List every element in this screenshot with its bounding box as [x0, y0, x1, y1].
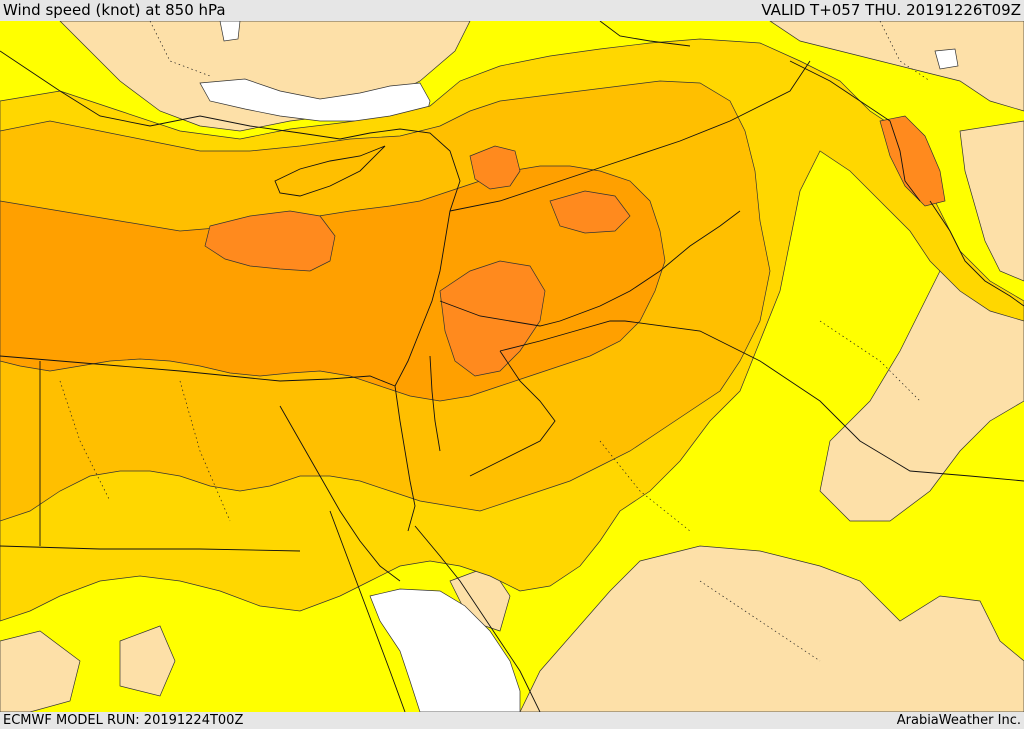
border-syria-iraq [559, 210, 741, 322]
admin-line-syria-west [179, 380, 231, 522]
white-area-north [219, 21, 241, 42]
deep-orange-core-lebanon [469, 145, 521, 190]
wind-speed-map [0, 21, 1024, 712]
admin-line-turkey [149, 21, 211, 77]
border-israel-egypt [394, 385, 406, 452]
border-syria-jordan [439, 300, 561, 327]
white-area-red-sea [369, 588, 521, 712]
tan-area-egypt-south [0, 630, 81, 712]
admin-line-iran [879, 21, 931, 82]
credit-label: ArabiaWeather Inc. [896, 713, 1021, 728]
border-jordan-east [469, 350, 556, 477]
admin-line-iraq [819, 320, 921, 402]
coastline-gulf-of-suez [279, 405, 401, 582]
tan-area-caucasus [769, 21, 1024, 112]
border-turkey-syria [449, 60, 811, 212]
coastline-persian-gulf [929, 200, 1024, 307]
coastline-turkey-south [0, 50, 461, 212]
coastline-black-sea [599, 21, 691, 47]
admin-line-saudi-east [699, 580, 821, 662]
border-jordan-west [429, 355, 441, 452]
deep-orange-core-mediterranean [204, 210, 336, 272]
valid-time-label: VALID T+057 THU. 20191226T09Z [761, 1, 1021, 19]
border-jordan-saudi [499, 320, 625, 352]
coastline-egypt-north [0, 355, 396, 387]
coastline-gulf-of-aqaba [404, 450, 416, 532]
white-area-caspian [934, 48, 959, 70]
coastline-red-sea-east [414, 525, 541, 712]
border-egypt-sudan [0, 545, 301, 552]
map-title: Wind speed (knot) at 850 hPa [3, 1, 226, 19]
tan-area-sudan [119, 625, 176, 697]
tan-area-gulf [819, 270, 1024, 522]
deep-orange-core-syria [549, 190, 631, 234]
model-run-label: ECMWF MODEL RUN: 20191224T00Z [3, 713, 244, 728]
border-iraq-iran [789, 60, 921, 202]
coastline-levant [394, 210, 451, 387]
tan-area-iran [959, 120, 1024, 282]
coastline-cyprus [274, 145, 386, 197]
admin-line-saudi-north [599, 440, 691, 532]
admin-line-egypt [59, 380, 111, 502]
border-saudi-iraq [624, 320, 1024, 482]
coastline-red-sea-west [329, 510, 406, 712]
